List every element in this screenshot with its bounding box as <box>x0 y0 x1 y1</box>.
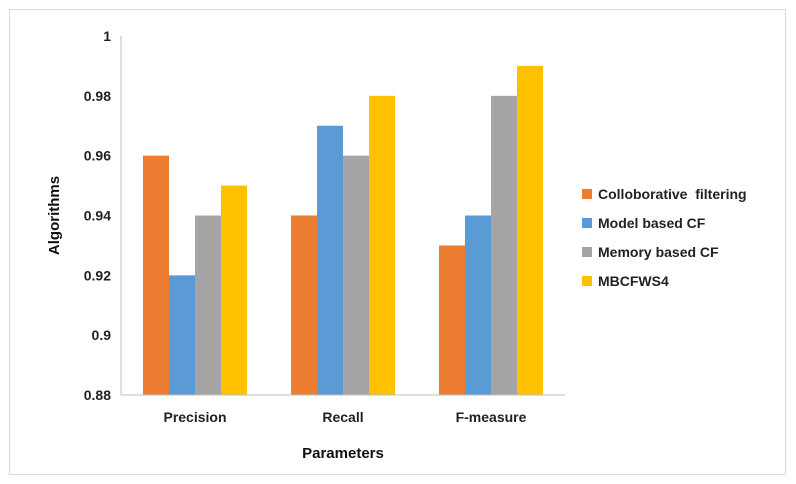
bar-f-measure-series-2 <box>491 95 517 395</box>
y-tick-label: 0.94 <box>84 208 111 224</box>
bar-f-measure-series-1 <box>465 215 491 395</box>
legend: Colloborative filtering Model based CF Mem… <box>582 186 747 289</box>
y-tick-label: 0.98 <box>84 88 111 104</box>
y-tick-label: 1 <box>103 28 111 44</box>
legend-label: Model based CF <box>598 215 706 231</box>
x-axis-title: Parameters <box>302 445 384 462</box>
bar-precision-series-2 <box>195 215 221 395</box>
bar-recall-series-2 <box>343 155 369 395</box>
chart-frame <box>9 9 786 475</box>
bar-recall-series-1 <box>317 125 343 395</box>
legend-label: Memory based CF <box>598 244 719 260</box>
y-tick-label: 0.88 <box>84 387 111 403</box>
bar-f-measure-series-0 <box>439 245 465 395</box>
y-tick-label: 0.92 <box>84 267 111 283</box>
x-tick-labels: Precision Recall F-measure <box>163 409 526 425</box>
x-tick-label: F-measure <box>456 409 527 425</box>
legend-label: Colloborative filtering <box>598 186 747 202</box>
legend-swatch <box>582 218 592 228</box>
bar-precision-series-1 <box>169 275 195 395</box>
legend-swatch <box>582 189 592 199</box>
y-tick-labels: 0.88 0.9 0.92 0.94 0.96 0.98 1 <box>84 28 111 403</box>
bar-recall-series-0 <box>291 215 317 395</box>
bar-precision-series-3 <box>221 185 247 395</box>
bar-precision-series-0 <box>143 155 169 395</box>
x-tick-label: Recall <box>322 409 363 425</box>
legend-label: MBCFWS4 <box>598 273 669 289</box>
x-tick-label: Precision <box>163 409 226 425</box>
y-tick-label: 0.9 <box>92 327 112 343</box>
legend-swatch <box>582 276 592 286</box>
bar-recall-series-3 <box>369 95 395 395</box>
legend-swatch <box>582 247 592 257</box>
bar-f-measure-series-3 <box>517 65 543 396</box>
y-axis-title: Algorithms <box>46 176 63 255</box>
y-tick-label: 0.96 <box>84 148 111 164</box>
bars-group <box>143 65 543 396</box>
